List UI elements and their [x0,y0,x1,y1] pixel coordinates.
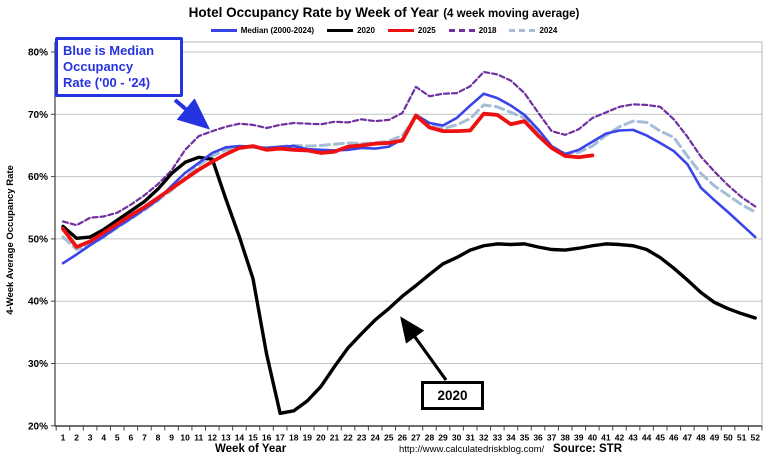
svg-text:31: 31 [465,433,475,443]
svg-text:39: 39 [574,433,584,443]
svg-text:60%: 60% [28,172,48,183]
plot-area [54,41,763,427]
series-line-2018 [61,70,757,227]
year-2020-label-text: 2020 [437,388,468,403]
svg-text:17: 17 [275,433,285,443]
svg-text:51: 51 [737,433,747,443]
svg-text:47: 47 [683,433,693,443]
chart-legend: Median (2000-2024) 2020 2025 2018 2024 [0,26,768,35]
svg-text:25: 25 [384,433,394,443]
svg-text:80%: 80% [28,48,48,59]
svg-text:43: 43 [628,433,638,443]
svg-text:21: 21 [330,433,340,443]
svg-text:50%: 50% [28,234,48,245]
legend-label: 2018 [478,26,497,35]
svg-text:6: 6 [128,433,133,443]
svg-text:5: 5 [115,433,120,443]
chart-title-sub: (4 week moving average) [443,8,580,20]
legend-label: 2020 [357,26,375,35]
svg-text:1: 1 [61,433,66,443]
svg-text:33: 33 [493,433,503,443]
median-note-line3: Rate ('00 - '24) [63,74,151,90]
svg-text:11: 11 [194,433,203,443]
legend-item-2020: 2020 [327,26,375,35]
legend-item-2024: 2024 [509,26,557,35]
svg-text:48: 48 [696,433,706,443]
axes: 20%30%40%50%60%70%80%1 2 3 4 5 6 7 8 9 10 11 12 13 14… [28,42,763,443]
svg-text:2: 2 [74,433,79,443]
svg-text:30: 30 [452,433,462,443]
svg-text:15: 15 [248,433,258,443]
legend-label: 2025 [417,26,436,35]
data-series [61,70,757,416]
svg-text:10: 10 [180,433,190,443]
svg-text:29: 29 [438,433,448,443]
svg-text:40: 40 [588,433,598,443]
svg-text:32: 32 [479,433,489,443]
svg-text:70%: 70% [28,110,48,121]
legend-line-sample-2025 [387,29,414,32]
legend-line-sample-median [210,29,237,32]
svg-text:23: 23 [357,433,367,443]
svg-text:12: 12 [208,433,218,443]
svg-text:24: 24 [370,433,380,443]
svg-text:27: 27 [411,433,421,443]
svg-text:40%: 40% [28,297,48,308]
svg-text:42: 42 [615,433,625,443]
legend-item-2025: 2025 [387,26,436,35]
svg-text:13: 13 [221,433,231,443]
svg-text:14: 14 [235,433,245,443]
svg-text:37: 37 [547,433,557,443]
svg-text:26: 26 [398,433,408,443]
series-line-2020 [61,155,757,416]
svg-text:49: 49 [710,433,720,443]
svg-text:22: 22 [343,433,353,443]
svg-text:34: 34 [506,433,516,443]
legend-line-sample-2018 [448,29,475,32]
legend-item-median: Median (2000-2024) [210,26,315,35]
year-2020-arrow [400,316,448,381]
svg-text:46: 46 [669,433,679,443]
median-note-callout: Blue is Median Occupancy Rate ('00 - '24… [55,37,183,97]
svg-text:20%: 20% [28,421,48,432]
svg-text:20: 20 [316,433,326,443]
median-note-line2: Occupancy [63,58,134,74]
svg-text:9: 9 [169,433,174,443]
series-line-2025 [61,111,595,249]
year-2020-label: 2020 [421,381,484,410]
legend-item-2018: 2018 [448,26,497,35]
svg-text:41: 41 [601,433,611,443]
svg-text:45: 45 [655,433,665,443]
legend-label: Median (2000-2024) [240,26,315,35]
x-axis-title: Week of Year [215,443,287,455]
median-note-arrow [173,98,211,130]
svg-text:44: 44 [642,433,652,443]
svg-text:36: 36 [533,433,543,443]
svg-text:35: 35 [520,433,530,443]
chart-title: Hotel Occupancy Rate by Week of Year (4 … [0,4,768,22]
legend-label: 2024 [539,26,558,35]
source-url: http://www.calculatedriskblog.com/ [399,444,545,455]
svg-text:30%: 30% [28,359,48,370]
legend-line-sample-2020 [327,29,354,32]
svg-text:4: 4 [101,433,106,443]
svg-text:52: 52 [750,433,760,443]
svg-text:3: 3 [88,433,93,443]
svg-text:38: 38 [560,433,570,443]
svg-text:19: 19 [303,433,313,443]
legend-line-sample-2024 [509,29,536,32]
y-axis-title: 4-Week Average Occupancy Rate [5,165,16,315]
source-credit: Source: STR [553,443,623,455]
svg-text:7: 7 [142,433,147,443]
svg-text:18: 18 [289,433,299,443]
median-note-line1: Blue is Median [63,43,155,58]
svg-text:28: 28 [425,433,435,443]
svg-text:16: 16 [262,433,272,443]
chart-title-main: Hotel Occupancy Rate by Week of Year [188,5,439,20]
svg-text:50: 50 [723,433,733,443]
svg-text:8: 8 [156,433,161,443]
